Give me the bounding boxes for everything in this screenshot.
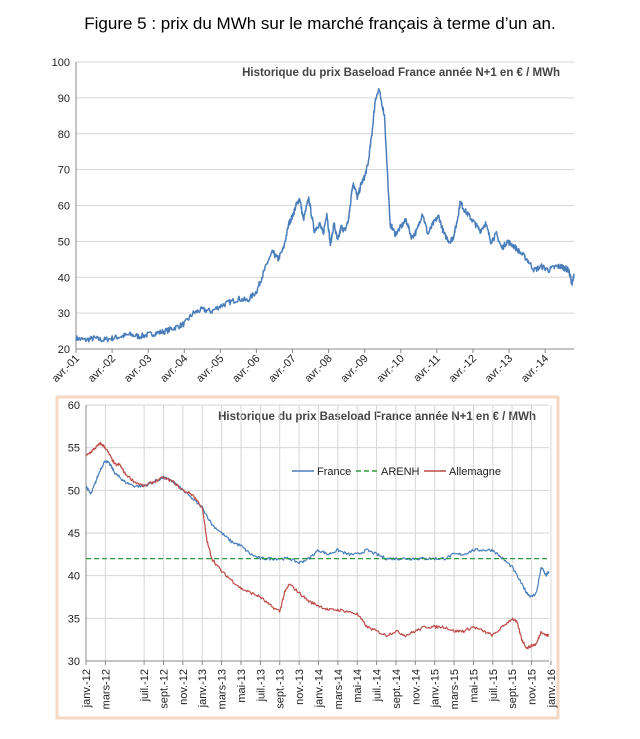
y-tick-label: 30 (68, 656, 80, 668)
x-tick-label: avr.-09 (339, 353, 371, 385)
y-tick-label: 60 (68, 400, 80, 412)
x-tick-label: avr.-12 (447, 353, 479, 385)
x-tick-label: avr.-07 (266, 353, 298, 385)
x-tick-label: mars-12 (100, 669, 112, 709)
x-tick-label: mars-13 (217, 669, 229, 709)
chart-top: Historique du prix Baseload France année… (50, 57, 575, 385)
y-tick-label: 55 (68, 443, 80, 455)
x-tick-label: juil.-14 (372, 669, 384, 702)
x-tick-label: nov.-15 (527, 669, 539, 705)
x-tick-label: janv.-14 (313, 669, 325, 708)
y-tick-label: 50 (58, 236, 70, 248)
x-tick-label: juil.-12 (139, 669, 151, 702)
x-tick-label: avr.-08 (302, 353, 334, 385)
x-tick-label: mars-14 (333, 669, 345, 709)
legend-label-arenh: ARENH (381, 466, 420, 478)
x-tick-label: janv.-16 (546, 669, 558, 708)
x-tick-label: janv.-13 (197, 669, 209, 708)
legend-label-allemagne: Allemagne (449, 466, 501, 478)
y-tick-label: 100 (52, 57, 70, 69)
x-tick-label: juil.-13 (255, 669, 267, 702)
x-tick-label: avr.-14 (519, 353, 551, 385)
x-tick-label: avr.-02 (86, 353, 118, 385)
chart-top-title: Historique du prix Baseload France année… (242, 67, 560, 79)
x-tick-label: sept.-14 (391, 669, 403, 709)
x-tick-label: juil.-15 (488, 669, 500, 702)
x-tick-label: sept.-13 (275, 669, 287, 709)
x-tick-label: avr.-03 (122, 353, 154, 385)
x-tick-label: avr.-01 (50, 353, 82, 385)
x-tick-label: avr.-11 (411, 353, 443, 385)
y-tick-label: 35 (68, 613, 80, 625)
legend-label-france: France (317, 466, 351, 478)
y-tick-label: 60 (58, 201, 70, 213)
y-tick-label: 90 (58, 93, 70, 105)
y-tick-label: 30 (58, 308, 70, 320)
y-tick-label: 20 (58, 344, 70, 356)
x-tick-label: avr.-13 (483, 353, 515, 385)
y-tick-label: 80 (58, 129, 70, 141)
x-tick-label: mai-14 (352, 669, 364, 703)
series-line-france (85, 460, 550, 598)
chart-bottom: Historique du prix Baseload France année… (55, 395, 560, 720)
x-tick-label: avr.-04 (158, 353, 190, 385)
x-tick-label: janv.-15 (430, 669, 442, 708)
y-tick-label: 50 (68, 485, 80, 497)
x-tick-label: avr.-05 (194, 353, 226, 385)
chart-bottom-frame (55, 395, 560, 720)
x-tick-label: avr.-06 (230, 353, 262, 385)
figure-title: Figure 5 : prix du MWh sur le marché fra… (84, 14, 556, 33)
x-tick-label: sept.-12 (158, 669, 170, 709)
x-tick-label: mai-13 (236, 669, 248, 703)
y-tick-label: 40 (58, 272, 70, 284)
series-line-allemagne (85, 441, 550, 650)
x-tick-label: sept.-15 (507, 669, 519, 709)
x-tick-label: janv.-12 (81, 669, 93, 708)
x-tick-label: nov.-12 (178, 669, 190, 705)
y-tick-label: 40 (68, 571, 80, 583)
y-tick-label: 70 (58, 165, 70, 177)
x-tick-label: mai-15 (468, 669, 480, 703)
series-line-france (75, 87, 575, 343)
x-tick-label: avr.-10 (375, 353, 407, 385)
y-tick-label: 45 (68, 528, 80, 540)
x-tick-label: nov.-14 (410, 669, 422, 705)
x-tick-label: mars-15 (449, 669, 461, 709)
x-tick-label: nov.-13 (294, 669, 306, 705)
